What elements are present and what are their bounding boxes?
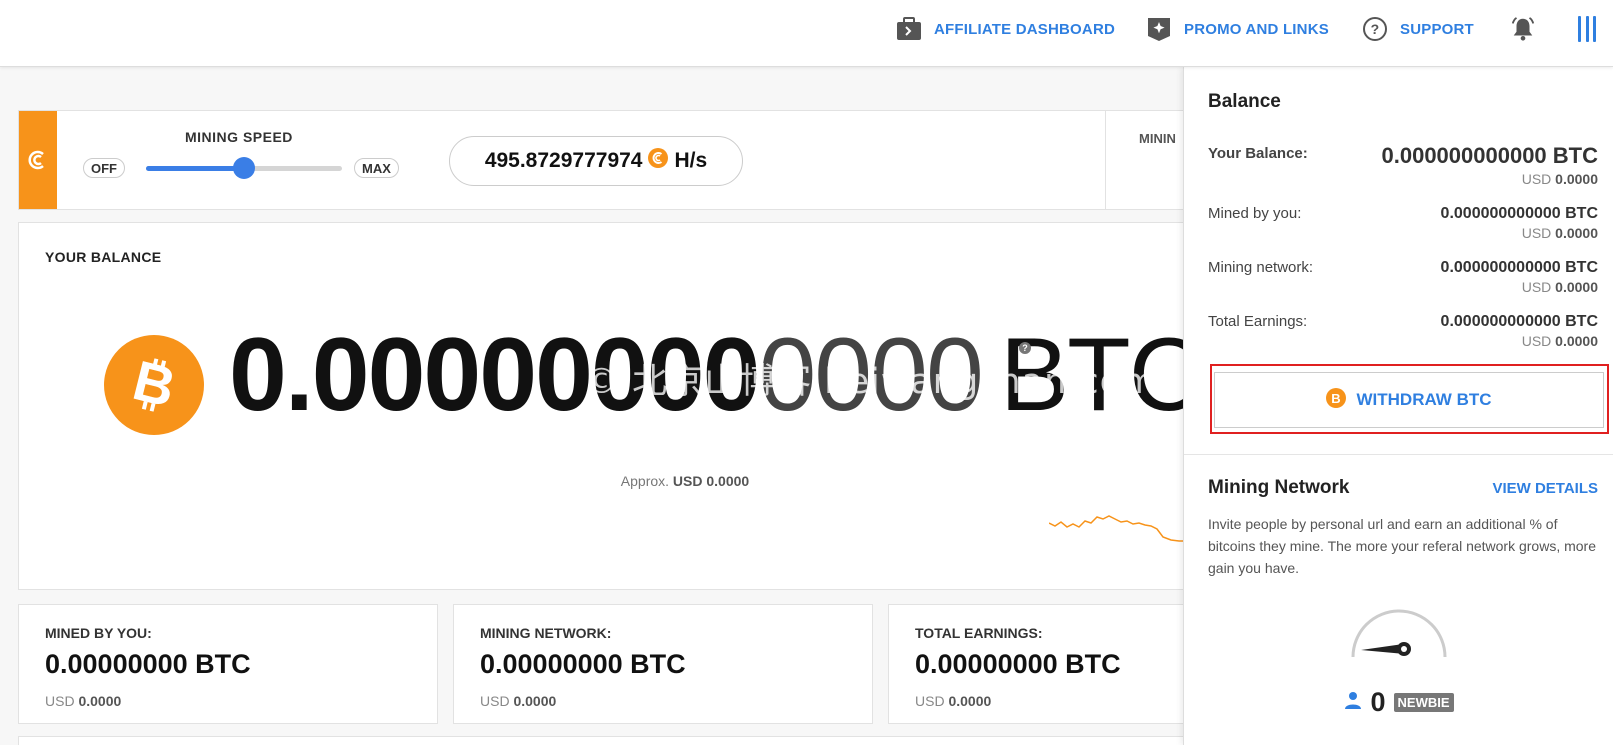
sidebar-row-mined-by-you: Mined by you: 0.000000000000 BTC USD 0.0…: [1208, 205, 1598, 247]
usd-value: 0.0000: [948, 693, 992, 709]
approx-usd: Approx. USD 0.0000: [19, 473, 1217, 489]
usd-prefix: USD: [1521, 171, 1552, 187]
stat-label: MINING NETWORK:: [480, 625, 612, 641]
sidebar-row-total-earnings: Total Earnings: 0.000000000000 BTC USD 0…: [1208, 313, 1598, 355]
row-label: Mining network:: [1208, 259, 1314, 276]
speed-max-button[interactable]: MAX: [354, 158, 399, 178]
hashrate-unit: H/s: [674, 149, 708, 172]
sidebar-row-your-balance: Your Balance: 0.000000000000 BTC USD 0.0…: [1208, 143, 1599, 191]
balance-trend-sparkline: [1049, 515, 1217, 542]
referral-counter: 0 NEWBIE: [1184, 687, 1613, 718]
balance-title: YOUR BALANCE: [45, 249, 162, 265]
usd-prefix: USD: [480, 693, 510, 709]
stat-value: 0.00000000 BTC: [915, 649, 1121, 679]
speedometer-gauge-icon: [1351, 609, 1447, 658]
row-usd: USD 0.0000: [1522, 171, 1598, 187]
usd-prefix: USD: [45, 693, 75, 709]
menu-bars-icon[interactable]: [1578, 16, 1596, 42]
nav-promo-links[interactable]: PROMO AND LINKS: [1146, 0, 1329, 58]
svg-text:B: B: [1332, 391, 1341, 406]
approx-label: Approx.: [620, 473, 670, 489]
row-value: 0.000000000000 BTC: [1440, 259, 1598, 276]
withdraw-label: WITHDRAW BTC: [1356, 390, 1492, 409]
sidebar-title: Balance: [1208, 91, 1281, 112]
mining-network-title: Mining Network: [1208, 477, 1350, 498]
mined-by-you-card: MINED BY YOU: 0.00000000 BTC USD 0.0000: [18, 604, 438, 724]
rank-badge: NEWBIE: [1393, 693, 1454, 712]
mining-speed-slider[interactable]: [146, 157, 342, 179]
promo-badge-icon: [1146, 16, 1172, 42]
row-label: Your Balance:: [1208, 145, 1308, 162]
balance-unit: BTC: [999, 317, 1204, 433]
withdraw-highlight: [1210, 364, 1609, 434]
user-icon: [1344, 691, 1362, 714]
stat-label: MINED BY YOU:: [45, 625, 152, 641]
help-icon[interactable]: ?: [1019, 342, 1031, 354]
mining-network-card: MINING NETWORK: 0.00000000 BTC USD 0.000…: [453, 604, 873, 724]
nav-affiliate-dashboard[interactable]: AFFILIATE DASHBOARD: [896, 0, 1115, 58]
row-value: 0.000000000000 BTC: [1381, 143, 1599, 168]
bell-icon: [1510, 16, 1536, 42]
question-circle-icon: ?: [1362, 16, 1388, 42]
usd-value: 0.0000: [1555, 225, 1598, 241]
bitcoin-icon: B: [104, 335, 204, 435]
hashrate-value: 495.8729777974: [484, 149, 643, 172]
view-details-link[interactable]: VIEW DETAILS: [1492, 480, 1598, 497]
hashrate-display: 495.8729777974 H/s: [449, 136, 743, 186]
stat-value: 0.00000000 BTC: [480, 649, 686, 679]
stat-usd: USD 0.0000: [480, 693, 556, 709]
divider: [1184, 454, 1613, 455]
withdraw-btc-button[interactable]: B WITHDRAW BTC: [1214, 372, 1604, 428]
slider-handle[interactable]: [233, 157, 255, 179]
stat-usd: USD 0.0000: [915, 693, 991, 709]
usd-prefix: USD: [1521, 279, 1552, 295]
stat-value: 0.00000000 BTC: [45, 649, 251, 679]
approx-value: USD 0.0000: [672, 473, 750, 489]
briefcase-icon: [896, 16, 922, 42]
balance-amount: 0.000000000000 BTC: [229, 323, 1204, 427]
your-balance-card: YOUR BALANCE B 0.000000000000 BTC ? © 北京山…: [18, 222, 1218, 590]
nav-label: SUPPORT: [1400, 20, 1474, 38]
cryptotab-coin-icon: [648, 148, 669, 174]
divider: [1105, 111, 1106, 209]
usd-value: 0.0000: [513, 693, 557, 709]
watermark: © 北京山博客 beiwangshan.com: [584, 362, 1158, 402]
row-label: Mined by you:: [1208, 205, 1302, 222]
usd-prefix: USD: [1521, 333, 1552, 349]
balance-amount-main: 0.00000000: [229, 317, 760, 433]
row-value: 0.000000000000 BTC: [1440, 205, 1598, 222]
speed-off-button[interactable]: OFF: [83, 158, 125, 178]
nav-support[interactable]: ? SUPPORT: [1362, 0, 1474, 58]
bitcoin-icon: B: [1326, 387, 1347, 413]
sidebar-row-mining-network: Mining network: 0.000000000000 BTC USD 0…: [1208, 259, 1598, 301]
balance-sidebar: Balance Your Balance: 0.000000000000 BTC…: [1183, 67, 1613, 745]
stat-label: TOTAL EARNINGS:: [915, 625, 1043, 641]
usd-value: 0.0000: [1555, 171, 1598, 187]
row-value: 0.000000000000 BTC: [1440, 313, 1598, 330]
top-header: AFFILIATE DASHBOARD PROMO AND LINKS ? SU…: [0, 0, 1613, 67]
svg-text:?: ?: [1371, 21, 1380, 37]
nav-label: PROMO AND LINKS: [1184, 20, 1329, 38]
slider-fill: [146, 166, 244, 171]
usd-prefix: USD: [915, 693, 945, 709]
referral-count: 0: [1370, 687, 1386, 717]
next-card-row: [18, 736, 1218, 745]
mining-network-description: Invite people by personal url and earn a…: [1208, 516, 1597, 576]
row-usd: USD 0.0000: [1522, 225, 1598, 241]
balance-amount-extra: 0000: [758, 317, 983, 433]
cryptotab-logo-icon: [19, 111, 57, 209]
notifications-button[interactable]: [1510, 0, 1536, 58]
nav-label: AFFILIATE DASHBOARD: [934, 20, 1116, 38]
usd-prefix: USD: [1521, 225, 1552, 241]
usd-value: 0.0000: [1555, 333, 1598, 349]
stat-usd: USD 0.0000: [45, 693, 121, 709]
mining-info-label: MININ: [1139, 131, 1176, 146]
row-usd: USD 0.0000: [1522, 279, 1598, 295]
mining-speed-card: MINING SPEED OFF MAX 495.8729777974 H/s …: [18, 110, 1218, 210]
usd-value: 0.0000: [78, 693, 122, 709]
usd-value: 0.0000: [1555, 279, 1598, 295]
mining-speed-title: MINING SPEED: [185, 129, 293, 145]
row-label: Total Earnings:: [1208, 313, 1308, 330]
row-usd: USD 0.0000: [1522, 333, 1598, 349]
